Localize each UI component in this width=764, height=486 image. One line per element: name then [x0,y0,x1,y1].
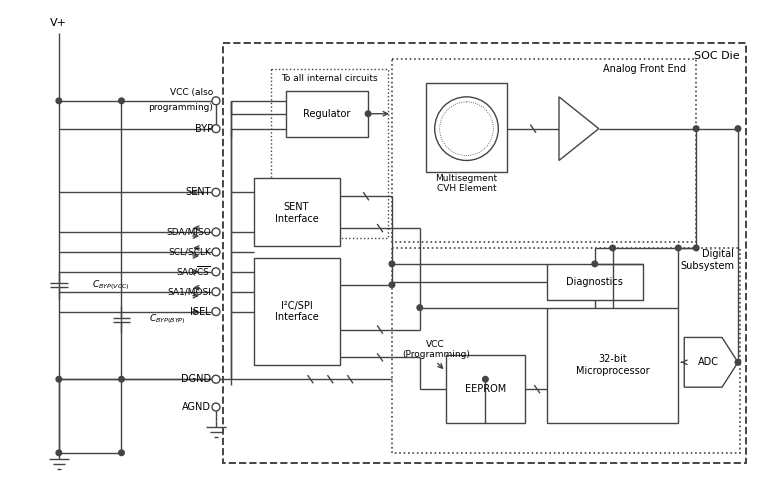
Text: Diagnostics: Diagnostics [566,277,623,287]
Bar [286,91,368,137]
Text: Digital
Subsystem: Digital Subsystem [680,249,734,271]
Text: Multisegment
CVH Element: Multisegment CVH Element [435,174,497,193]
Circle shape [56,377,62,382]
Text: programming): programming) [148,104,213,112]
Text: SDA/MISO: SDA/MISO [167,227,211,237]
Circle shape [212,375,220,383]
Bar [426,83,507,173]
Text: I²C/SPI
Interface: I²C/SPI Interface [274,301,319,322]
Circle shape [212,188,220,196]
Circle shape [445,107,488,151]
Text: Analog Front End: Analog Front End [604,64,686,74]
Circle shape [118,98,125,104]
Circle shape [212,308,220,315]
Text: $C_{BYP(BYP)}$: $C_{BYP(BYP)}$ [149,312,186,327]
Text: To all internal circuits: To all internal circuits [281,74,377,84]
Circle shape [212,125,220,133]
Circle shape [417,305,422,311]
Circle shape [439,102,494,156]
Circle shape [56,450,62,455]
Bar [445,355,525,423]
Circle shape [389,282,395,288]
Circle shape [694,245,699,251]
Text: V+: V+ [50,18,67,28]
Circle shape [592,261,597,267]
Circle shape [483,377,488,382]
Circle shape [118,450,125,455]
Circle shape [435,97,498,160]
Text: $C_{BYP(VCC)}$: $C_{BYP(VCC)}$ [92,278,129,292]
Text: EEPROM: EEPROM [465,384,506,394]
Circle shape [212,228,220,236]
Circle shape [389,261,395,267]
Text: SENT
Interface: SENT Interface [274,202,319,224]
Polygon shape [559,97,599,160]
Circle shape [735,126,741,131]
Text: SA1/MOSI: SA1/MOSI [167,287,211,296]
Circle shape [694,126,699,131]
Bar [392,59,696,242]
Circle shape [610,245,616,251]
Text: SOC Die: SOC Die [694,51,740,61]
Bar [547,308,678,423]
Circle shape [212,248,220,256]
Text: ADC: ADC [698,357,719,367]
Text: SA0/$\overline{\mathsf{CS}}$: SA0/$\overline{\mathsf{CS}}$ [176,265,211,278]
Circle shape [212,288,220,295]
Bar [270,69,388,238]
Text: ISEL: ISEL [190,307,211,316]
Bar [547,264,643,300]
Circle shape [212,97,220,105]
Polygon shape [685,337,738,387]
Circle shape [118,377,125,382]
Text: 32-bit
Microprocessor: 32-bit Microprocessor [576,354,649,376]
Text: Regulator: Regulator [303,109,350,119]
Text: BYP: BYP [195,123,213,134]
Text: DGND: DGND [181,374,211,384]
Text: AGND: AGND [182,402,211,412]
Text: VCC
(Programming): VCC (Programming) [402,340,470,359]
Bar [223,43,746,463]
Text: VCC (also: VCC (also [170,88,213,97]
Circle shape [212,403,220,411]
Circle shape [735,360,741,365]
Circle shape [212,268,220,276]
Text: SCL/SCLK: SCL/SCLK [168,247,211,257]
Circle shape [56,98,62,104]
Bar [392,248,740,453]
Circle shape [365,111,371,117]
Text: SENT: SENT [186,187,211,197]
Bar [254,258,340,365]
Circle shape [675,245,681,251]
Bar [254,178,340,246]
